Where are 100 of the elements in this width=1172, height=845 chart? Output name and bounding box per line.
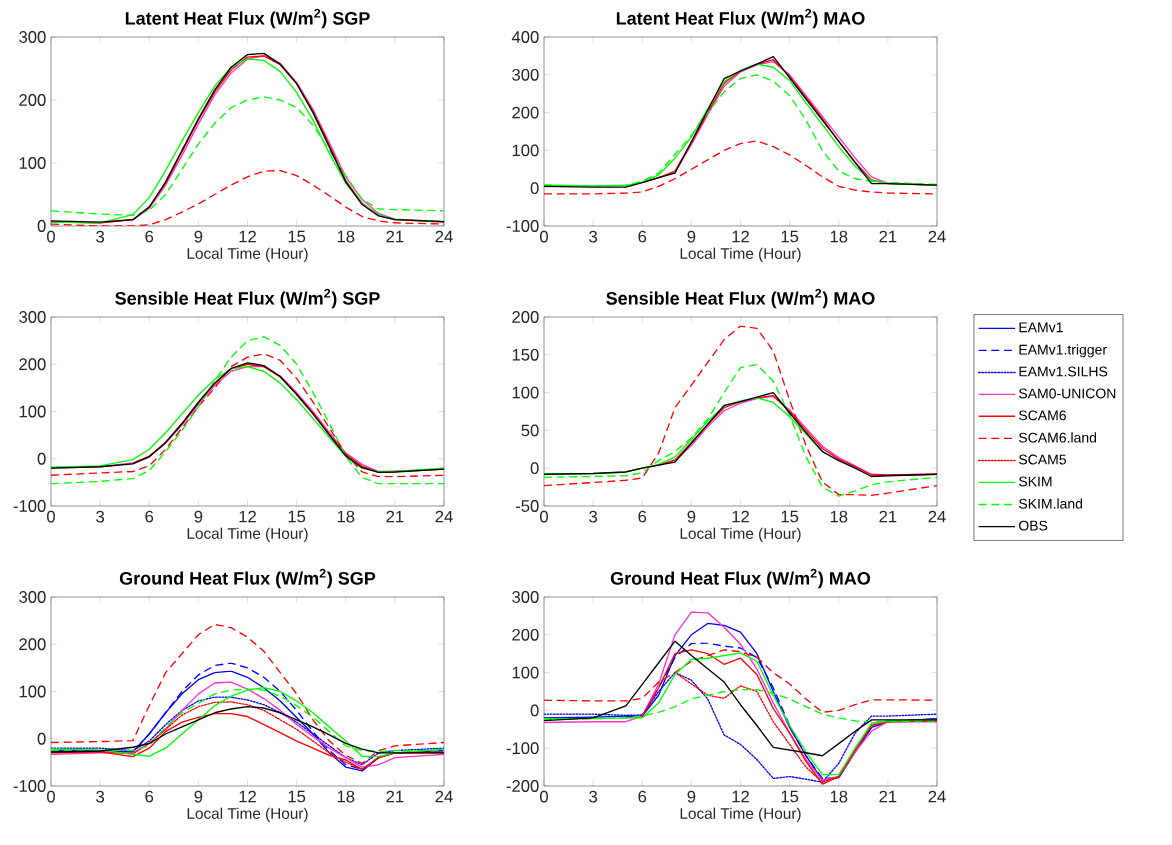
x-tick-label: 6 (145, 790, 154, 803)
x-tick-label: 24 (928, 510, 946, 523)
chart-title: Sensible Heat Flux (W/m$^{2}$) MAO (606, 288, 875, 309)
y-tick-label: -100 (13, 500, 46, 512)
y-tick-label: 100 (512, 144, 539, 157)
x-tick-label: 21 (386, 510, 404, 523)
x-tick-label: 18 (830, 790, 848, 803)
x-tick-label: 6 (145, 510, 154, 523)
x-tick-label: 18 (830, 510, 848, 523)
x-tick-label: 24 (435, 790, 453, 803)
y-tick-label: 50 (521, 424, 539, 437)
x-tick-label: 9 (687, 790, 696, 803)
chart-title: Ground Heat Flux (W/m$^{2}$) MAO (610, 568, 871, 589)
y-tick-label: 150 (512, 348, 539, 361)
x-tick-label: 21 (879, 790, 897, 803)
chart-title: Latent Heat Flux (W/m$^{2}$) MAO (616, 8, 865, 29)
x-tick-label: 18 (337, 790, 355, 803)
legend-label: SCAM6.land (1018, 432, 1097, 443)
y-tick-label: 0 (530, 704, 539, 717)
y-tick-label: 200 (512, 628, 539, 641)
x-tick-label: 9 (194, 790, 203, 803)
y-tick-label: 200 (512, 106, 539, 119)
x-axis-title: Local Time (Hour) (187, 247, 308, 262)
y-tick-label: 0 (530, 462, 539, 475)
x-tick-label: 0 (540, 790, 548, 803)
chart-title: Ground Heat Flux (W/m$^{2}$) SGP (119, 568, 376, 589)
x-tick-label: 0 (47, 510, 55, 523)
y-tick-label: -100 (13, 780, 46, 792)
y-tick-label: 300 (512, 591, 539, 603)
y-tick-label: 0 (37, 732, 46, 745)
x-tick-label: 12 (732, 230, 749, 243)
y-tick-label: 0 (530, 182, 539, 195)
x-tick-label: 12 (239, 510, 256, 523)
x-axis-title: Local Time (Hour) (187, 527, 308, 542)
x-tick-label: 15 (781, 790, 799, 803)
y-tick-label: 300 (19, 311, 46, 323)
x-tick-label: 24 (928, 230, 946, 243)
y-tick-label: 300 (19, 591, 46, 603)
y-tick-label: 200 (19, 94, 46, 106)
y-tick-label: 300 (19, 31, 46, 43)
x-tick-label: 12 (239, 230, 256, 243)
y-tick-label: 400 (511, 31, 539, 43)
x-tick-label: 3 (589, 230, 598, 243)
x-tick-label: 12 (732, 790, 749, 803)
x-tick-label: 3 (96, 230, 105, 243)
x-tick-label: 0 (47, 790, 55, 803)
x-tick-label: 9 (194, 510, 203, 523)
x-tick-label: 6 (145, 230, 154, 243)
x-tick-label: 3 (96, 510, 105, 523)
y-tick-label: 200 (19, 638, 46, 651)
y-tick-label: 100 (19, 405, 46, 418)
x-tick-label: 21 (386, 230, 404, 243)
x-tick-label: 24 (928, 790, 946, 803)
y-tick-label: 100 (19, 157, 46, 169)
chart-title: Latent Heat Flux (W/m$^{2}$) SGP (125, 8, 370, 29)
y-tick-label: 100 (19, 685, 46, 698)
x-tick-label: 9 (687, 230, 696, 243)
x-tick-label: 15 (288, 510, 306, 523)
x-tick-label: 18 (830, 230, 848, 243)
x-tick-label: 3 (589, 510, 598, 523)
y-tick-label: 200 (512, 311, 539, 323)
legend-label: SCAM6 (1018, 410, 1066, 421)
y-tick-label: 0 (37, 220, 46, 232)
x-tick-label: 12 (239, 790, 256, 803)
x-axis-title: Local Time (Hour) (680, 807, 801, 822)
x-tick-label: 21 (386, 790, 404, 803)
legend-label: EAMv1.SILHS (1019, 366, 1108, 377)
y-tick-label: -100 (506, 220, 539, 232)
legend-label: EAMv1 (1019, 322, 1063, 333)
x-tick-label: 15 (781, 510, 799, 523)
legend-label: SKIM (1018, 476, 1052, 487)
x-axis-title: Local Time (Hour) (680, 247, 801, 262)
y-tick-label: 100 (512, 666, 539, 679)
chart-title: Sensible Heat Flux (W/m$^{2}$) SGP (115, 288, 380, 309)
y-tick-label: -100 (506, 742, 539, 755)
x-tick-label: 6 (638, 790, 647, 803)
y-tick-label: 200 (19, 358, 46, 371)
x-tick-label: 3 (589, 790, 598, 803)
x-axis-title: Local Time (Hour) (680, 527, 801, 542)
x-tick-label: 24 (435, 230, 453, 243)
x-tick-label: 0 (540, 510, 548, 523)
legend-label: SKIM.land (1018, 498, 1083, 509)
y-tick-label: -50 (515, 500, 539, 512)
x-tick-label: 0 (47, 230, 55, 243)
x-tick-label: 15 (288, 230, 306, 243)
x-tick-label: 6 (638, 230, 647, 243)
x-tick-label: 9 (687, 510, 696, 523)
x-tick-label: 24 (435, 510, 453, 523)
x-tick-label: 12 (732, 510, 749, 523)
legend-label: OBS (1019, 520, 1048, 531)
x-axis-title: Local Time (Hour) (187, 807, 308, 822)
x-tick-label: 18 (337, 230, 355, 243)
legend-label: SAM0-UNICON (1018, 388, 1116, 399)
legend-label: SCAM5 (1018, 454, 1066, 465)
x-tick-label: 21 (879, 230, 897, 243)
x-tick-label: 15 (288, 790, 306, 803)
y-tick-label: 100 (512, 386, 539, 399)
x-tick-label: 3 (96, 790, 105, 803)
x-tick-label: 15 (781, 230, 799, 243)
x-tick-label: 21 (879, 510, 897, 523)
